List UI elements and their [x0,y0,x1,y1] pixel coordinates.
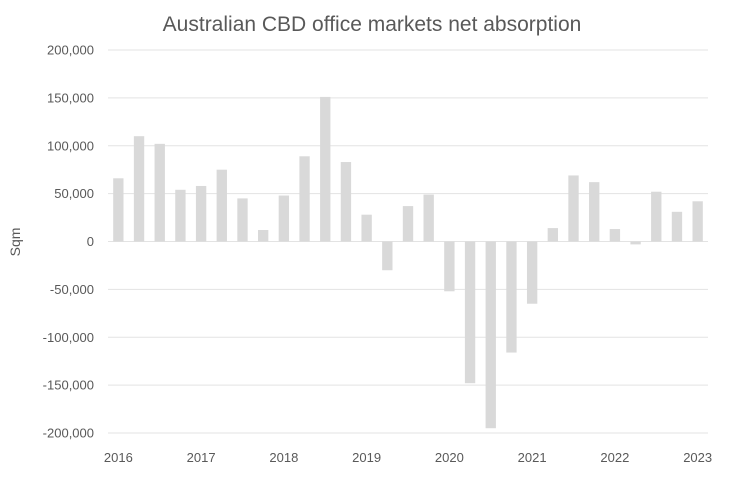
bar-2022-Q1 [609,229,621,242]
bar-2016-Q1 [113,178,124,242]
bar-2022-Q2 [630,241,641,245]
bar-2018-Q1 [278,195,290,242]
bar-2020-Q4 [506,241,517,353]
chart-title: Australian CBD office markets net absorp… [163,13,582,36]
bar-2022-Q3 [651,191,662,242]
bar-2017-Q3 [237,198,248,242]
x-tick-label: 2021 [518,450,547,465]
bar-2016-Q2 [133,136,145,242]
bar-2017-Q1 [195,185,207,242]
x-tick-label: 2017 [187,450,216,465]
y-tick-label: 200,000 [47,43,94,58]
bar-2017-Q4 [258,230,269,242]
bar-2016-Q4 [175,189,186,242]
bar-2019-Q2 [382,241,393,271]
x-axis-ticks: 2016 2017 2018 2019 2020 2021 2022 2023 [104,450,712,465]
bar-2017-Q2 [216,169,227,242]
bar-2018-Q2 [299,156,310,242]
x-tick-label: 2016 [104,450,133,465]
bar-2019-Q1 [361,214,372,242]
bar-2020-Q3 [485,241,496,429]
bar-2018-Q3 [320,96,331,242]
x-tick-label: 2018 [269,450,298,465]
bar-2020-Q1 [444,241,455,292]
bar-2019-Q3 [402,206,414,242]
y-axis-label: Sqm [7,228,23,257]
y-tick-label: -150,000 [43,378,94,393]
x-tick-label: 2023 [683,450,712,465]
bar-2019-Q4 [423,194,434,242]
y-axis-ticks: 200,000 150,000 100,000 50,000 0 -50,000 -100,… [43,43,94,441]
y-tick-label: -200,000 [43,426,94,441]
y-tick-label: 0 [87,234,94,249]
bar-2021-Q1 [526,241,538,304]
bar-2021-Q3 [568,175,579,242]
x-tick-label: 2020 [435,450,464,465]
bar-2023-Q1 [692,201,703,242]
x-tick-label: 2019 [352,450,381,465]
bar-2020-Q2 [464,241,476,384]
y-tick-label: 50,000 [54,186,94,201]
bar-2021-Q2 [547,228,558,242]
x-tick-label: 2022 [600,450,629,465]
bar-2016-Q3 [154,143,165,242]
y-tick-label: 150,000 [47,90,94,105]
bar-2021-Q4 [589,182,600,242]
bar-2018-Q4 [340,162,352,242]
y-tick-label: -50,000 [50,282,94,297]
bar-2022-Q4 [671,211,683,242]
y-tick-label: -100,000 [43,330,94,345]
y-tick-label: 100,000 [47,138,94,153]
bars [113,96,703,429]
